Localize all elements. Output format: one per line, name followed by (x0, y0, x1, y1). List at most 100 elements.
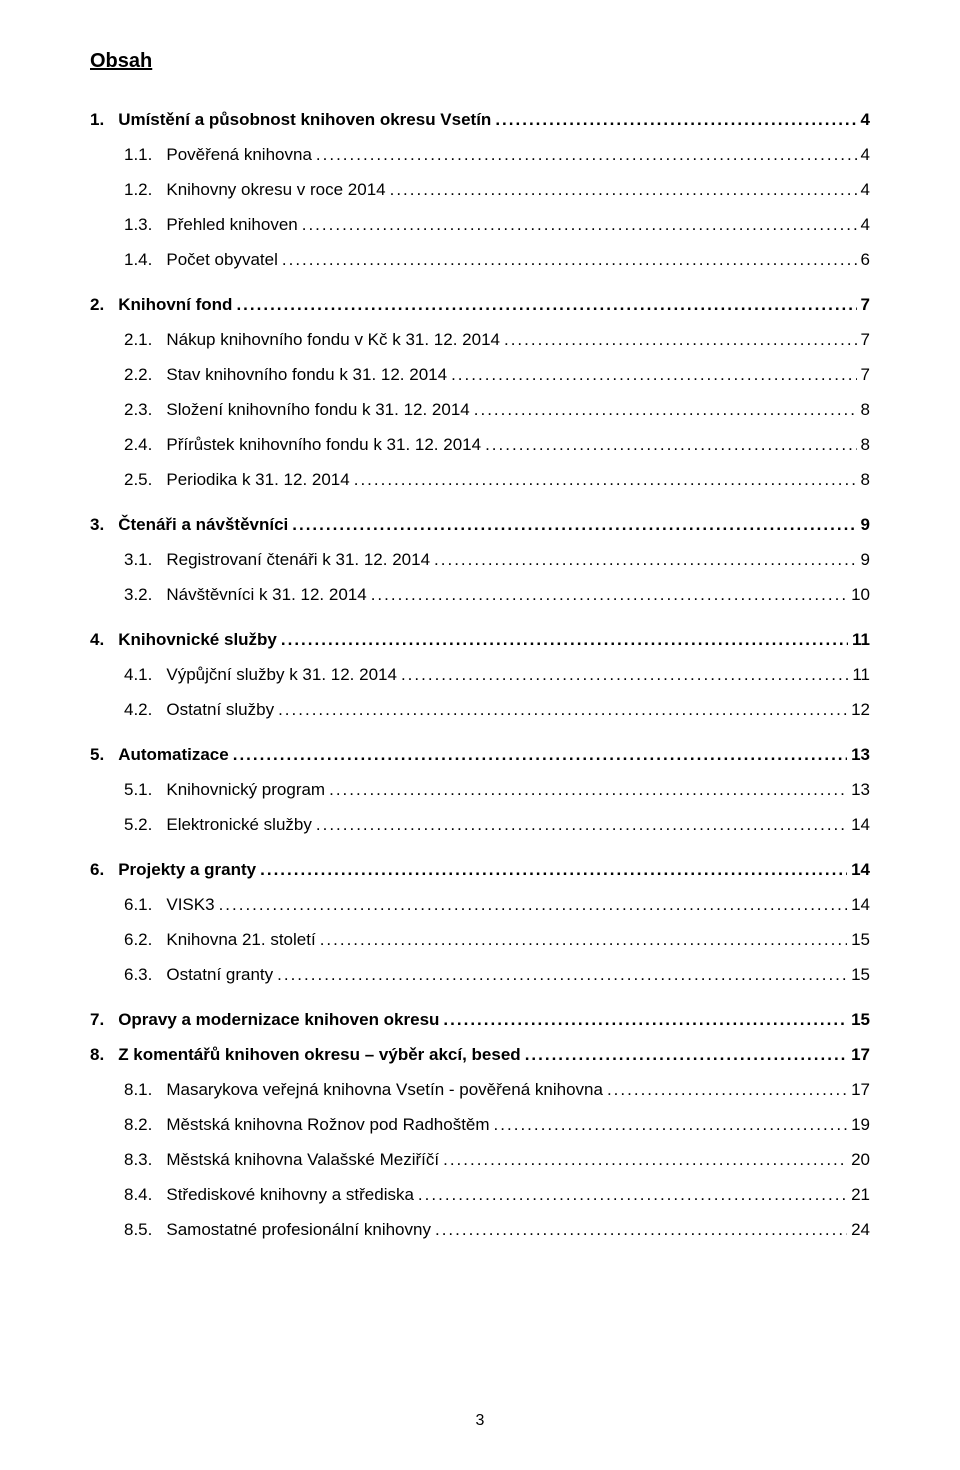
toc-entry: 6.1. VISK3 14 (124, 896, 870, 913)
toc-entry-page: 12 (851, 701, 870, 718)
toc-entry-number: 4.1. (124, 666, 152, 683)
toc-entry-number: 2.1. (124, 331, 152, 348)
toc-entry: 8.3. Městská knihovna Valašské Meziříčí 20 (124, 1151, 870, 1168)
toc-leader (504, 331, 857, 348)
toc-entry-number: 6.3. (124, 966, 152, 983)
toc-entry: 5.2.Elektronické služby14 (124, 816, 870, 833)
toc-entry-label: Pověřená knihovna (166, 146, 312, 163)
toc-entry-page: 24 (851, 1221, 870, 1238)
toc-leader (278, 701, 847, 718)
toc-entry: 8.5.Samostatné profesionální knihovny24 (124, 1221, 870, 1238)
toc-entry-number: 3. (90, 516, 104, 533)
toc-entry-number: 8.1. (124, 1081, 152, 1098)
toc-leader (435, 1221, 847, 1238)
toc-entry-number: 1.1. (124, 146, 152, 163)
toc-leader (485, 436, 856, 453)
toc-entry-number: 8.5. (124, 1221, 152, 1238)
toc-entry: 2.3.Složení knihovního fondu k 31. 12. 2… (124, 401, 870, 418)
toc-leader (474, 401, 857, 418)
toc-entry-page: 15 (851, 931, 870, 948)
toc-entry-page: 17 (851, 1081, 870, 1098)
toc-entry-label: Přehled knihoven (166, 216, 297, 233)
toc-leader (329, 781, 847, 798)
toc-entry-number: 6.1. (124, 896, 152, 913)
toc-entry: 3. Čtenáři a návštěvníci 9 (90, 516, 870, 533)
toc-entry-page: 15 (851, 966, 870, 983)
toc-entry-label: Knihovna 21. století (166, 931, 315, 948)
toc-entry: 1.Umístění a působnost knihoven okresu V… (90, 111, 870, 128)
toc-entry: 6.Projekty a granty14 (90, 861, 870, 878)
toc-entry: 3.1.Registrovaní čtenáři k 31. 12. 20149 (124, 551, 870, 568)
toc-entry: 8.1.Masarykova veřejná knihovna Vsetín -… (124, 1081, 870, 1098)
toc-entry-label: Ostatní granty (166, 966, 273, 983)
toc-entry-page: 19 (851, 1116, 870, 1133)
toc-entry-page: 7 (861, 366, 870, 383)
toc-entry-number: 8.3. (124, 1151, 152, 1168)
toc-leader (390, 181, 857, 198)
toc-leader (292, 516, 856, 533)
toc-leader (354, 471, 857, 488)
toc-entry-number: 1.4. (124, 251, 152, 268)
toc-entry-number: 2.5. (124, 471, 152, 488)
toc-entry-number: 8. (90, 1046, 104, 1063)
toc-entry-number: 1.2. (124, 181, 152, 198)
toc-leader (316, 146, 857, 163)
toc-entry-page: 20 (851, 1151, 870, 1168)
toc-entry-page: 7 (861, 331, 870, 348)
toc-entry-page: 13 (851, 746, 870, 763)
toc-entry-label: VISK3 (166, 896, 214, 913)
toc-entry-number: 7. (90, 1011, 104, 1028)
toc-entry: 1.1.Pověřená knihovna4 (124, 146, 870, 163)
toc-entry: 5.1.Knihovnický program13 (124, 781, 870, 798)
toc-entry-number: 8.4. (124, 1186, 152, 1203)
toc-leader (401, 666, 848, 683)
toc-leader (418, 1186, 847, 1203)
toc-entry-label: Opravy a modernizace knihoven okresu (118, 1011, 439, 1028)
toc-leader (525, 1046, 847, 1063)
toc-leader (236, 296, 856, 313)
toc-entry-number: 5.2. (124, 816, 152, 833)
toc-entry: 8.2.Městská knihovna Rožnov pod Radhoště… (124, 1116, 870, 1133)
toc-entry: 2.1. Nákup knihovního fondu v Kč k 31. 12… (124, 331, 870, 348)
toc-entry-label: Počet obyvatel (166, 251, 278, 268)
toc-entry: 4. Knihovnické služby 11 (90, 631, 870, 648)
toc-entry-label: Složení knihovního fondu k 31. 12. 2014 (166, 401, 469, 418)
toc-entry-page: 14 (851, 896, 870, 913)
toc-entry-label: Nákup knihovního fondu v Kč k 31. 12. 20… (166, 331, 500, 348)
toc-entry-label: Knihovnické služby (118, 631, 277, 648)
toc-entry-label: Čtenáři a návštěvníci (118, 516, 288, 533)
toc-leader (282, 251, 857, 268)
toc-entry-page: 21 (851, 1186, 870, 1203)
toc-leader (316, 816, 847, 833)
toc-entry-label: Městská knihovna Rožnov pod Radhoštěm (166, 1116, 489, 1133)
toc-entry-page: 8 (861, 401, 870, 418)
toc-leader (607, 1081, 847, 1098)
toc-entry-label: Knihovní fond (118, 296, 232, 313)
toc-entry-label: Návštěvníci k 31. 12. 2014 (166, 586, 366, 603)
toc-entry-page: 11 (852, 631, 870, 648)
toc-entry-label: Automatizace (118, 746, 229, 763)
toc-leader (219, 896, 848, 913)
toc-entry: 2.Knihovní fond7 (90, 296, 870, 313)
toc-leader (495, 111, 856, 128)
toc-leader (281, 631, 848, 648)
toc-entry-number: 5.1. (124, 781, 152, 798)
toc-entry-page: 11 (852, 666, 870, 683)
toc-entry-page: 15 (851, 1011, 870, 1028)
page-number: 3 (0, 1412, 960, 1430)
toc-entry-label: Střediskové knihovny a střediska (166, 1186, 414, 1203)
toc-entry-label: Ostatní služby (166, 701, 274, 718)
toc-entry-page: 4 (861, 181, 870, 198)
toc-entry: 4.1.Výpůjční služby k 31. 12. 201411 (124, 666, 870, 683)
toc-entry-label: Městská knihovna Valašské Meziříčí (166, 1151, 439, 1168)
toc-entry-page: 4 (861, 216, 870, 233)
table-of-contents: 1.Umístění a působnost knihoven okresu V… (90, 111, 870, 1238)
toc-entry-number: 1. (90, 111, 104, 128)
toc-entry-number: 4. (90, 631, 104, 648)
toc-entry-page: 9 (861, 516, 870, 533)
toc-leader (260, 861, 847, 878)
toc-entry: 7. Opravy a modernizace knihoven okresu 15 (90, 1011, 870, 1028)
toc-entry-number: 2.2. (124, 366, 152, 383)
toc-entry-label: Knihovnický program (166, 781, 325, 798)
toc-leader (443, 1151, 847, 1168)
